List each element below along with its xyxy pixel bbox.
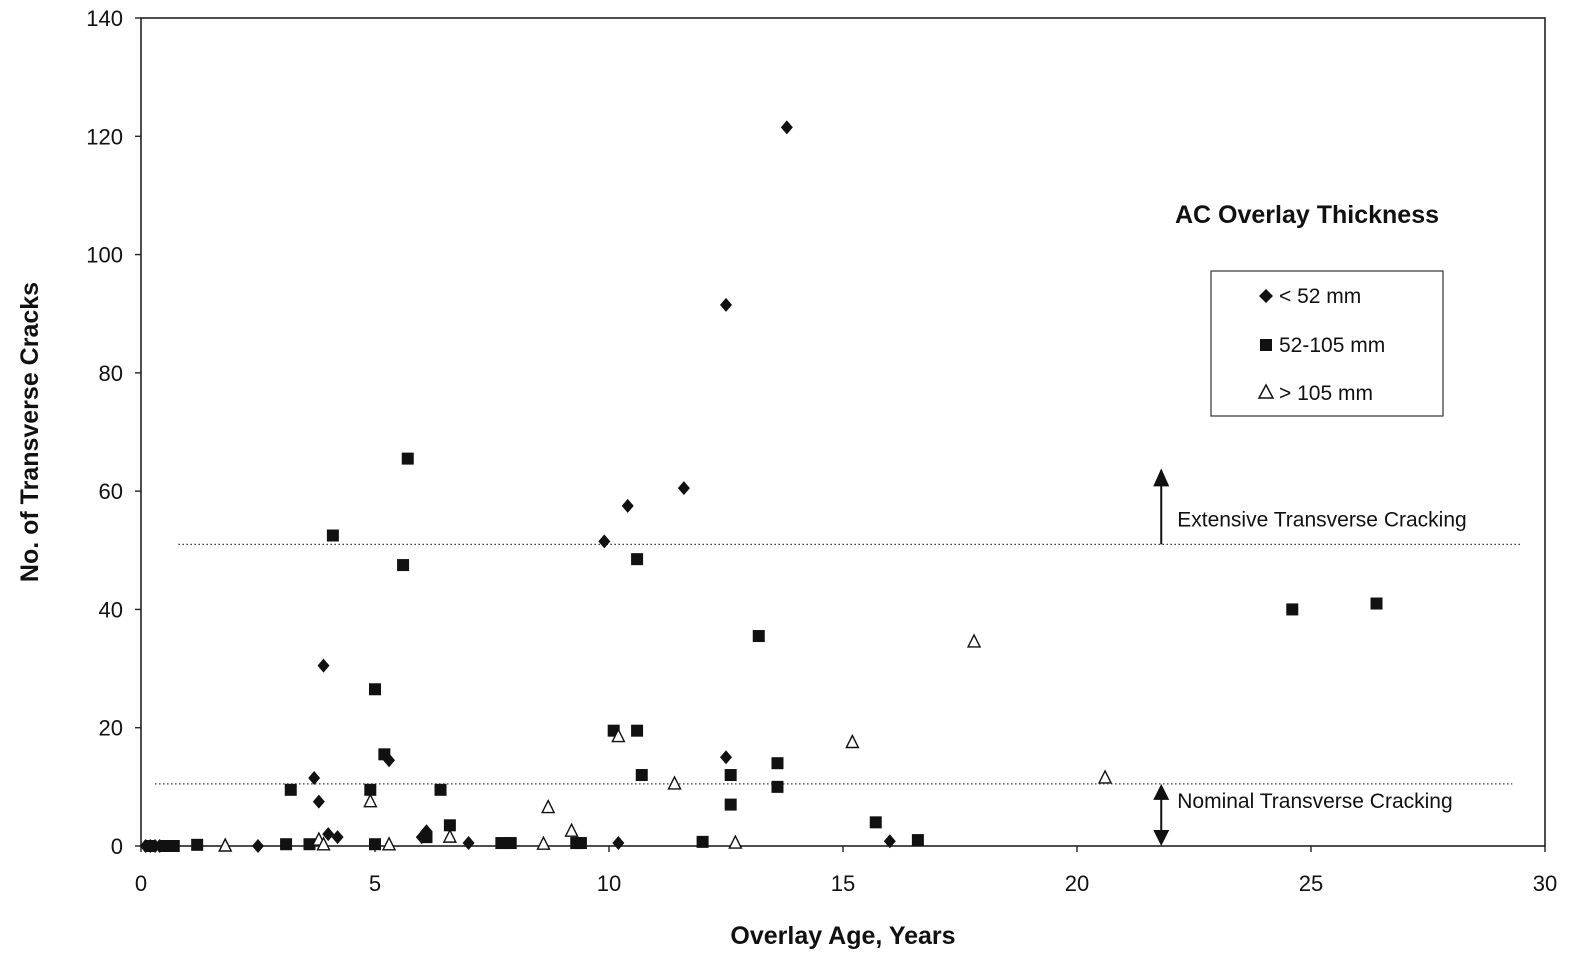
legend-diamond-icon xyxy=(1259,289,1273,303)
point-gt105mm xyxy=(536,835,551,850)
x-tick-label: 30 xyxy=(1533,871,1557,896)
point-gt105mm xyxy=(728,834,743,849)
x-axis-title: Overlay Age, Years xyxy=(730,922,955,950)
point-gt105mm xyxy=(442,828,458,843)
nominal-cracking-label: Nominal Transverse Cracking xyxy=(1177,790,1452,813)
y-tick-label: 40 xyxy=(99,597,123,622)
point-52-105mm xyxy=(869,816,882,829)
point-52-105mm xyxy=(303,838,316,851)
point-52-105mm xyxy=(631,553,644,566)
point-52-105mm xyxy=(631,724,644,737)
point-lt52mm xyxy=(677,481,690,496)
point-52-105mm xyxy=(504,837,517,850)
arrow-up-icon xyxy=(1153,783,1170,800)
point-gt105mm xyxy=(316,836,331,851)
point-52-105mm xyxy=(280,838,293,851)
point-lt52mm xyxy=(780,120,793,135)
point-52-105mm xyxy=(326,529,339,542)
point-lt52mm xyxy=(883,834,896,849)
point-lt52mm xyxy=(621,498,634,513)
point-lt52mm xyxy=(612,836,625,851)
point-52-105mm xyxy=(158,840,171,852)
point-lt52mm xyxy=(720,750,732,765)
point-52-105mm xyxy=(167,840,180,852)
x-tick-label: 0 xyxy=(135,871,147,896)
point-gt105mm xyxy=(667,775,682,790)
legend: < 52 mm 52-105 mm > 105 mm xyxy=(1210,270,1444,417)
reference-lines: Extensive Transverse Cracking Nominal Tra… xyxy=(155,468,1522,846)
x-tick-label: 10 xyxy=(597,871,621,896)
y-tick-label: 60 xyxy=(99,479,123,504)
point-gt105mm xyxy=(845,733,860,749)
point-52-105mm xyxy=(434,783,447,796)
point-lt52mm xyxy=(720,297,732,312)
point-52-105mm xyxy=(284,783,297,796)
legend-triangle-icon xyxy=(1257,383,1275,399)
plot-area xyxy=(140,17,1546,847)
point-52-105mm xyxy=(397,559,410,572)
point-lt52mm xyxy=(317,658,330,673)
point-lt52mm xyxy=(331,830,344,845)
point-52-105mm xyxy=(495,837,508,850)
y-tick-label: 20 xyxy=(99,716,123,741)
x-tick-label: 25 xyxy=(1299,871,1323,896)
point-gt105mm xyxy=(381,836,397,851)
point-gt105mm xyxy=(564,822,579,837)
point-gt105mm xyxy=(541,798,556,814)
y-tick-label: 140 xyxy=(86,6,123,31)
point-52-105mm xyxy=(369,838,381,851)
data-points xyxy=(139,120,1383,853)
point-lt52mm xyxy=(462,836,475,851)
legend-box xyxy=(1210,270,1444,417)
legend-label-gt105: > 105 mm xyxy=(1279,382,1373,405)
x-tick-label: 5 xyxy=(369,871,381,896)
point-gt105mm xyxy=(218,837,233,852)
arrow-down-icon xyxy=(1153,830,1170,846)
point-lt52mm xyxy=(322,827,335,842)
legend-square-icon xyxy=(1260,339,1272,351)
legend-label-lt52: < 52 mm xyxy=(1279,285,1361,308)
point-52-105mm xyxy=(771,780,784,793)
point-gt105mm xyxy=(611,728,626,743)
y-tick-label: 120 xyxy=(86,124,123,149)
point-52-105mm xyxy=(443,819,456,832)
point-52-105mm xyxy=(724,798,737,811)
point-52-105mm xyxy=(771,757,784,770)
point-52-105mm xyxy=(420,831,433,844)
point-52-105mm xyxy=(1286,603,1299,616)
point-52-105mm xyxy=(191,838,204,851)
point-52-105mm xyxy=(911,834,924,847)
y-tick-label: 80 xyxy=(99,361,123,386)
point-gt105mm xyxy=(1097,769,1113,784)
point-52-105mm xyxy=(724,769,737,782)
point-gt105mm xyxy=(363,793,378,808)
extensive-cracking-label: Extensive Transverse Cracking xyxy=(1177,508,1466,531)
point-52-105mm xyxy=(696,835,709,848)
arrow-up-icon xyxy=(1153,468,1170,487)
point-52-105mm xyxy=(635,769,648,782)
point-52-105mm xyxy=(369,683,381,696)
point-52-105mm xyxy=(1370,597,1383,610)
legend-title: AC Overlay Thickness xyxy=(1175,201,1439,229)
point-52-105mm xyxy=(364,783,377,796)
point-52-105mm xyxy=(144,840,157,852)
y-axis-ticks: 0 20 40 60 80 100 120 140 xyxy=(86,6,141,859)
y-tick-label: 100 xyxy=(86,243,123,268)
point-52-105mm xyxy=(401,452,414,465)
point-gt105mm xyxy=(966,633,982,648)
point-52-105mm xyxy=(574,837,587,850)
point-52-105mm xyxy=(378,748,391,761)
x-tick-label: 15 xyxy=(831,871,855,896)
y-axis-title: No. of Transverse Cracks xyxy=(16,282,44,582)
point-lt52mm xyxy=(308,770,321,785)
point-lt52mm xyxy=(598,534,611,549)
y-tick-label: 0 xyxy=(111,834,123,859)
point-lt52mm xyxy=(252,839,264,853)
x-axis-ticks: 0 5 10 15 20 25 30 xyxy=(135,846,1557,896)
point-lt52mm xyxy=(312,794,325,809)
x-tick-label: 20 xyxy=(1065,871,1089,896)
legend-label-52-105: 52-105 mm xyxy=(1279,334,1385,357)
point-52-105mm xyxy=(752,630,765,643)
